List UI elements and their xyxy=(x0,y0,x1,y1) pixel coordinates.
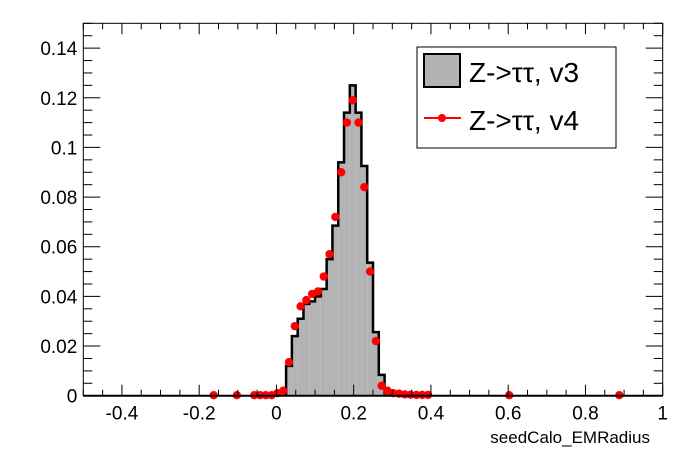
data-point xyxy=(365,267,375,276)
x-tick-label: -0.2 xyxy=(183,404,216,425)
data-point xyxy=(342,118,352,127)
data-point xyxy=(302,295,311,305)
x-tick-label: 0.2 xyxy=(340,404,366,425)
histogram-bin xyxy=(291,336,298,396)
y-tick-label: 0.08 xyxy=(40,188,77,209)
histogram-bin xyxy=(320,288,327,396)
histogram-bin xyxy=(355,112,362,396)
y-tick-label: 0.14 xyxy=(40,39,77,60)
x-tick-label: 0.4 xyxy=(418,404,445,425)
histogram-bin xyxy=(303,303,310,396)
x-axis: -0.4 -0.2 0 0.2 0.4 0.6 0.8 1 xyxy=(82,23,668,425)
histogram-bin xyxy=(332,225,339,396)
data-point xyxy=(336,168,346,177)
data-point xyxy=(284,357,294,367)
histogram-bin xyxy=(326,259,333,396)
legend-label-v3: Z->ττ, v3 xyxy=(469,57,579,88)
legend-marker-v4 xyxy=(438,114,446,122)
x-tick-label: 0.8 xyxy=(572,404,598,425)
y-tick-label: 0.12 xyxy=(40,89,77,110)
histogram-outline xyxy=(284,84,392,396)
data-point xyxy=(371,336,381,346)
data-point xyxy=(313,287,323,296)
data-point xyxy=(325,249,334,259)
data-point xyxy=(319,272,328,281)
histogram-bin xyxy=(373,332,379,396)
data-point xyxy=(354,118,363,127)
x-tick-label: 0 xyxy=(271,404,282,425)
legend-swatch-v3 xyxy=(423,53,461,88)
histogram-v3 xyxy=(284,84,392,396)
histogram-bin xyxy=(344,112,350,396)
y-tick-label: 0.1 xyxy=(51,138,77,159)
data-point xyxy=(331,212,340,222)
x-tick-label: 1 xyxy=(657,404,668,425)
data-point xyxy=(360,182,369,192)
x-tick-label: -0.4 xyxy=(106,404,139,425)
y-tick-label: 0 xyxy=(67,387,78,408)
histogram-bin xyxy=(297,318,304,396)
data-point xyxy=(278,386,288,395)
histogram-bin xyxy=(367,262,373,396)
x-tick-label: 0.6 xyxy=(495,404,521,425)
histogram-bin xyxy=(349,85,356,396)
x-axis-label: seedCalo_EMRadius xyxy=(490,428,650,447)
histogram-bin xyxy=(309,301,316,396)
y-axis: 0 0.02 0.04 0.06 0.08 0.1 0.12 0.14 xyxy=(40,22,663,408)
y-tick-label: 0.02 xyxy=(40,337,77,358)
histogram-bin xyxy=(361,166,368,396)
legend: Z->ττ, v3 Z->ττ, v4 xyxy=(416,46,617,149)
histogram-bin xyxy=(338,162,345,396)
data-point xyxy=(348,96,357,105)
y-tick-label: 0.06 xyxy=(40,238,77,259)
data-point xyxy=(290,321,299,331)
histogram-bin xyxy=(315,296,321,396)
legend-label-v4: Z->ττ, v4 xyxy=(469,105,579,136)
data-point xyxy=(377,381,386,390)
histogram-bin xyxy=(286,365,292,396)
data-point xyxy=(296,302,305,311)
y-tick-label: 0.04 xyxy=(40,287,77,308)
